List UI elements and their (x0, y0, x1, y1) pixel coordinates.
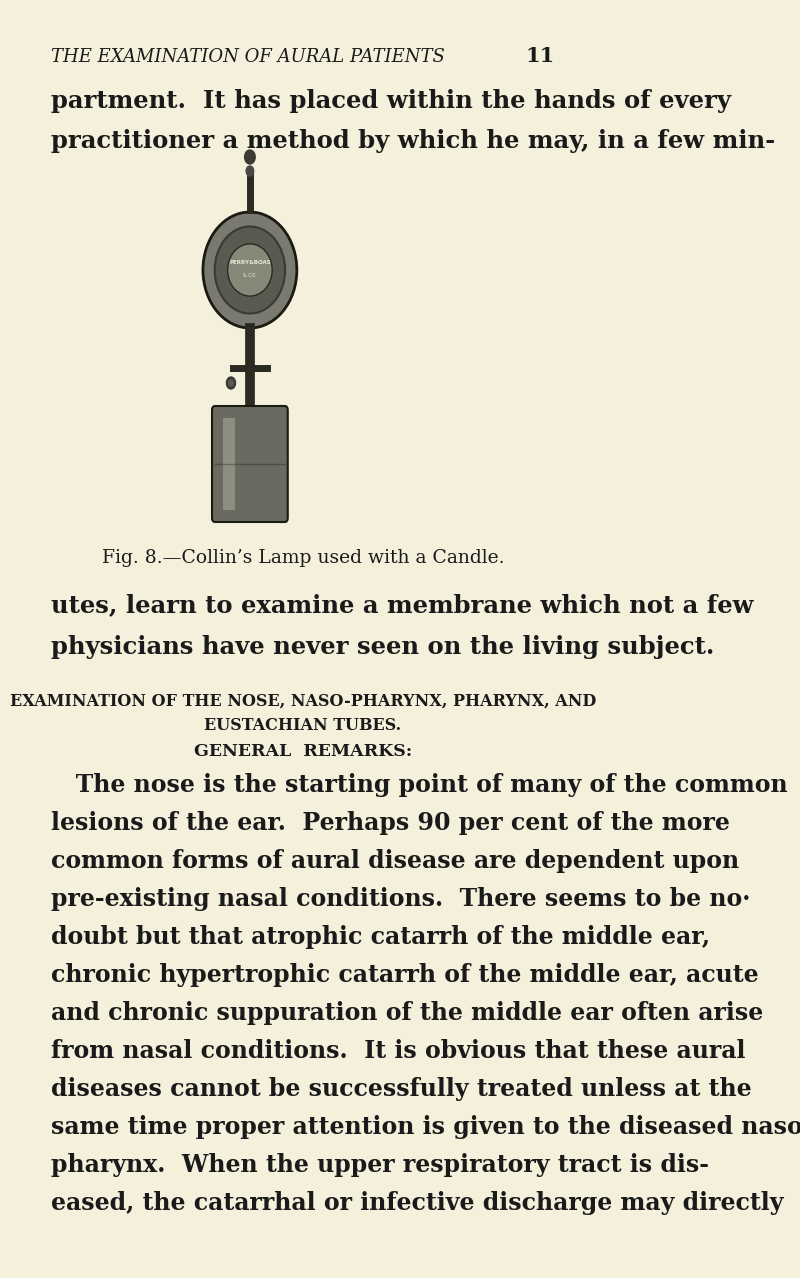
Text: diseases cannot be successfully treated unless at the: diseases cannot be successfully treated … (51, 1077, 752, 1102)
Text: physicians have never seen on the living subject.: physicians have never seen on the living… (51, 635, 715, 659)
Ellipse shape (203, 212, 297, 328)
Text: Fig. 8.—Collin’s Lamp used with a Candle.: Fig. 8.—Collin’s Lamp used with a Candle… (102, 550, 504, 567)
Text: The nose is the starting point of many of the common: The nose is the starting point of many o… (51, 773, 788, 797)
Text: THE EXAMINATION OF AURAL PATIENTS: THE EXAMINATION OF AURAL PATIENTS (51, 49, 446, 66)
Text: pharynx.  When the upper respiratory tract is dis-: pharynx. When the upper respiratory trac… (51, 1153, 710, 1177)
Text: eased, the catarrhal or infective discharge may directly: eased, the catarrhal or infective discha… (51, 1191, 784, 1215)
Ellipse shape (227, 244, 272, 296)
Text: GENERAL  REMARKS:: GENERAL REMARKS: (194, 743, 412, 760)
Text: partment.  It has placed within the hands of every: partment. It has placed within the hands… (51, 89, 731, 112)
Text: EUSTACHIAN TUBES.: EUSTACHIAN TUBES. (204, 717, 402, 734)
Text: from nasal conditions.  It is obvious that these aural: from nasal conditions. It is obvious tha… (51, 1039, 746, 1063)
Circle shape (245, 150, 255, 164)
Text: & CO.: & CO. (243, 272, 257, 277)
Ellipse shape (214, 226, 285, 313)
Circle shape (246, 166, 254, 176)
Text: common forms of aural disease are dependent upon: common forms of aural disease are depend… (51, 849, 740, 873)
Text: EXAMINATION OF THE NOSE, NASO-PHARYNX, PHARYNX, AND: EXAMINATION OF THE NOSE, NASO-PHARYNX, P… (10, 693, 596, 711)
Text: lesions of the ear.  Perhaps 90 per cent of the more: lesions of the ear. Perhaps 90 per cent … (51, 812, 730, 835)
Text: same time proper attention is given to the diseased naso-: same time proper attention is given to t… (51, 1114, 800, 1139)
Text: pre-existing nasal conditions.  There seems to be no·: pre-existing nasal conditions. There see… (51, 887, 751, 911)
Bar (222, 418, 234, 510)
Text: 11: 11 (525, 46, 554, 66)
Text: chronic hypertrophic catarrh of the middle ear, acute: chronic hypertrophic catarrh of the midd… (51, 964, 759, 987)
Text: utes, learn to examine a membrane which not a few: utes, learn to examine a membrane which … (51, 593, 754, 617)
FancyBboxPatch shape (212, 406, 288, 521)
Circle shape (229, 380, 234, 386)
Text: practitioner a method by which he may, in a few min-: practitioner a method by which he may, i… (51, 129, 776, 153)
Text: and chronic suppuration of the middle ear often arise: and chronic suppuration of the middle ea… (51, 1001, 764, 1025)
Text: PERRY&BOAS: PERRY&BOAS (229, 259, 270, 265)
Text: doubt but that atrophic catarrh of the middle ear,: doubt but that atrophic catarrh of the m… (51, 925, 710, 950)
Circle shape (226, 377, 235, 389)
